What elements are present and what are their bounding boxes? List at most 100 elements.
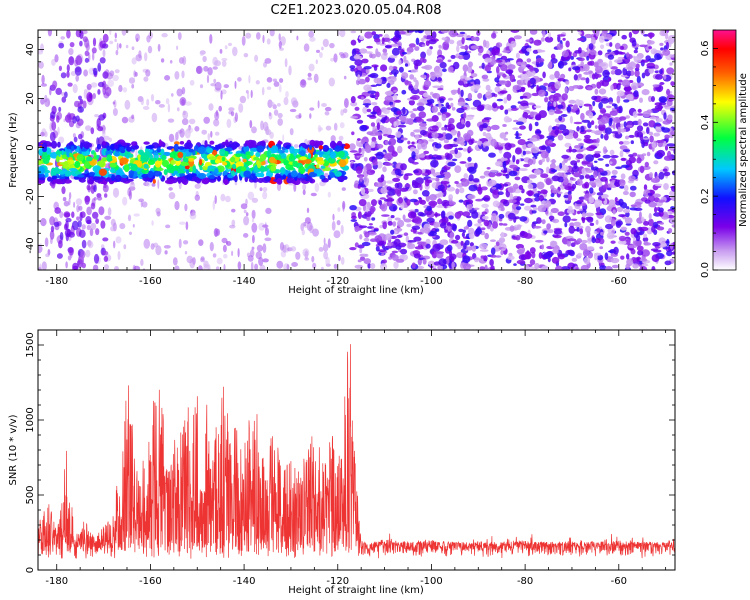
heatmap-cell	[526, 47, 532, 52]
heatmap-cell	[102, 157, 107, 162]
heatmap-cell	[364, 231, 370, 238]
heatmap-cell	[269, 30, 275, 37]
heatmap-cell	[646, 151, 651, 157]
heatmap-cell	[243, 215, 250, 226]
heatmap-cell	[511, 107, 518, 111]
heatmap-cell	[70, 145, 75, 152]
heatmap-cell	[516, 224, 522, 230]
heatmap-cell	[624, 231, 630, 236]
heatmap-cell	[494, 86, 501, 93]
heatmap-cell	[550, 58, 558, 64]
heatmap-cell	[464, 240, 470, 246]
heatmap-cell	[426, 205, 432, 212]
heatmap-cell	[85, 249, 91, 258]
heatmap-cell	[145, 180, 151, 187]
heatmap-cell	[68, 56, 75, 66]
heatmap-cell	[340, 256, 345, 265]
heatmap-cell	[441, 127, 446, 131]
heatmap-cell	[206, 147, 213, 154]
heatmap-cell	[515, 130, 519, 138]
heatmap-cell	[350, 30, 357, 34]
heatmap-cell	[243, 143, 248, 147]
heatmap-cell	[351, 131, 355, 136]
heatmap-cell	[41, 142, 48, 149]
heatmap-cell	[208, 175, 216, 179]
heatmap-cell	[537, 40, 542, 44]
heatmap-cell	[490, 169, 498, 173]
heatmap-cell	[243, 145, 250, 153]
heatmap-cell	[632, 263, 639, 269]
heatmap-cell	[371, 199, 377, 207]
heatmap-cell	[536, 217, 542, 224]
heatmap-cell	[61, 96, 67, 103]
heatmap-cell	[371, 217, 376, 221]
heatmap-cell	[380, 174, 385, 181]
heatmap-cell	[470, 45, 480, 50]
heatmap-cell	[81, 239, 87, 249]
heatmap-cell	[579, 175, 585, 180]
heatmap-cell	[102, 49, 106, 58]
heatmap-cell	[262, 187, 268, 192]
heatmap-cell	[266, 86, 272, 90]
heatmap-cell	[304, 250, 309, 260]
heatmap-cell	[140, 98, 144, 106]
heatmap-cell	[128, 190, 132, 200]
snr-x-tick-label: -180	[45, 576, 68, 587]
heatmap-cell	[77, 106, 84, 113]
heatmap-cell	[291, 262, 298, 267]
heatmap-cell	[531, 92, 540, 97]
colorbar-frame	[712, 29, 737, 271]
heatmap-cell	[273, 81, 280, 87]
heatmap-cell	[558, 115, 563, 122]
heatmap-cell	[601, 79, 609, 87]
heatmap-cell	[456, 107, 465, 114]
heatmap-cell	[198, 239, 204, 247]
heatmap-cell	[491, 32, 497, 39]
heatmap-cell	[318, 145, 324, 150]
heatmap-cell	[610, 70, 616, 75]
heatmap-cell	[115, 236, 122, 244]
heatmap-cell	[355, 70, 363, 78]
heatmap-cell	[416, 105, 425, 112]
heatmap-cell	[642, 237, 649, 242]
heatmap-cell	[253, 156, 260, 161]
heatmap-cell	[554, 81, 561, 90]
heatmap-cell	[468, 174, 474, 182]
heatmap-cell	[484, 232, 490, 240]
heatmap-cell	[99, 57, 106, 64]
heatmap-cell	[459, 31, 466, 35]
heatmap-cell	[323, 172, 329, 178]
heatmap-cell	[661, 127, 671, 133]
heatmap-cell	[408, 43, 416, 48]
heatmap-cell	[434, 143, 442, 149]
heatmap-cell	[349, 150, 358, 153]
heatmap-cell	[189, 79, 195, 86]
heatmap-cell	[533, 225, 542, 229]
heatmap-cell	[544, 97, 549, 103]
heatmap-cell	[370, 147, 376, 151]
heatmap-cell	[68, 192, 72, 200]
heatmap-cell	[259, 187, 263, 192]
heatmap-cell	[258, 256, 264, 266]
heatmap-cell	[623, 185, 629, 192]
heatmap-cell	[572, 221, 582, 227]
heatmap-cell	[211, 149, 218, 156]
heatmap-cell	[561, 93, 568, 101]
heatmap-cell	[671, 224, 675, 228]
heatmap-cell	[512, 236, 518, 240]
heatmap-cell	[221, 60, 227, 67]
heatmap-cell	[636, 82, 645, 87]
heatmap-cell	[545, 178, 552, 186]
heatmap-cell	[437, 112, 442, 116]
heatmap-cell	[55, 87, 62, 95]
heatmap-cell	[566, 240, 572, 247]
heatmap-cell	[468, 166, 477, 174]
heatmap-cell	[576, 153, 584, 160]
heatmap-cell	[448, 117, 455, 124]
heatmap-cell	[432, 125, 439, 132]
heatmap-cell	[430, 72, 436, 80]
heatmap-cell	[634, 69, 640, 77]
heatmap-cell	[177, 32, 182, 41]
heatmap-cell	[512, 84, 522, 91]
heatmap-cell	[143, 76, 149, 82]
